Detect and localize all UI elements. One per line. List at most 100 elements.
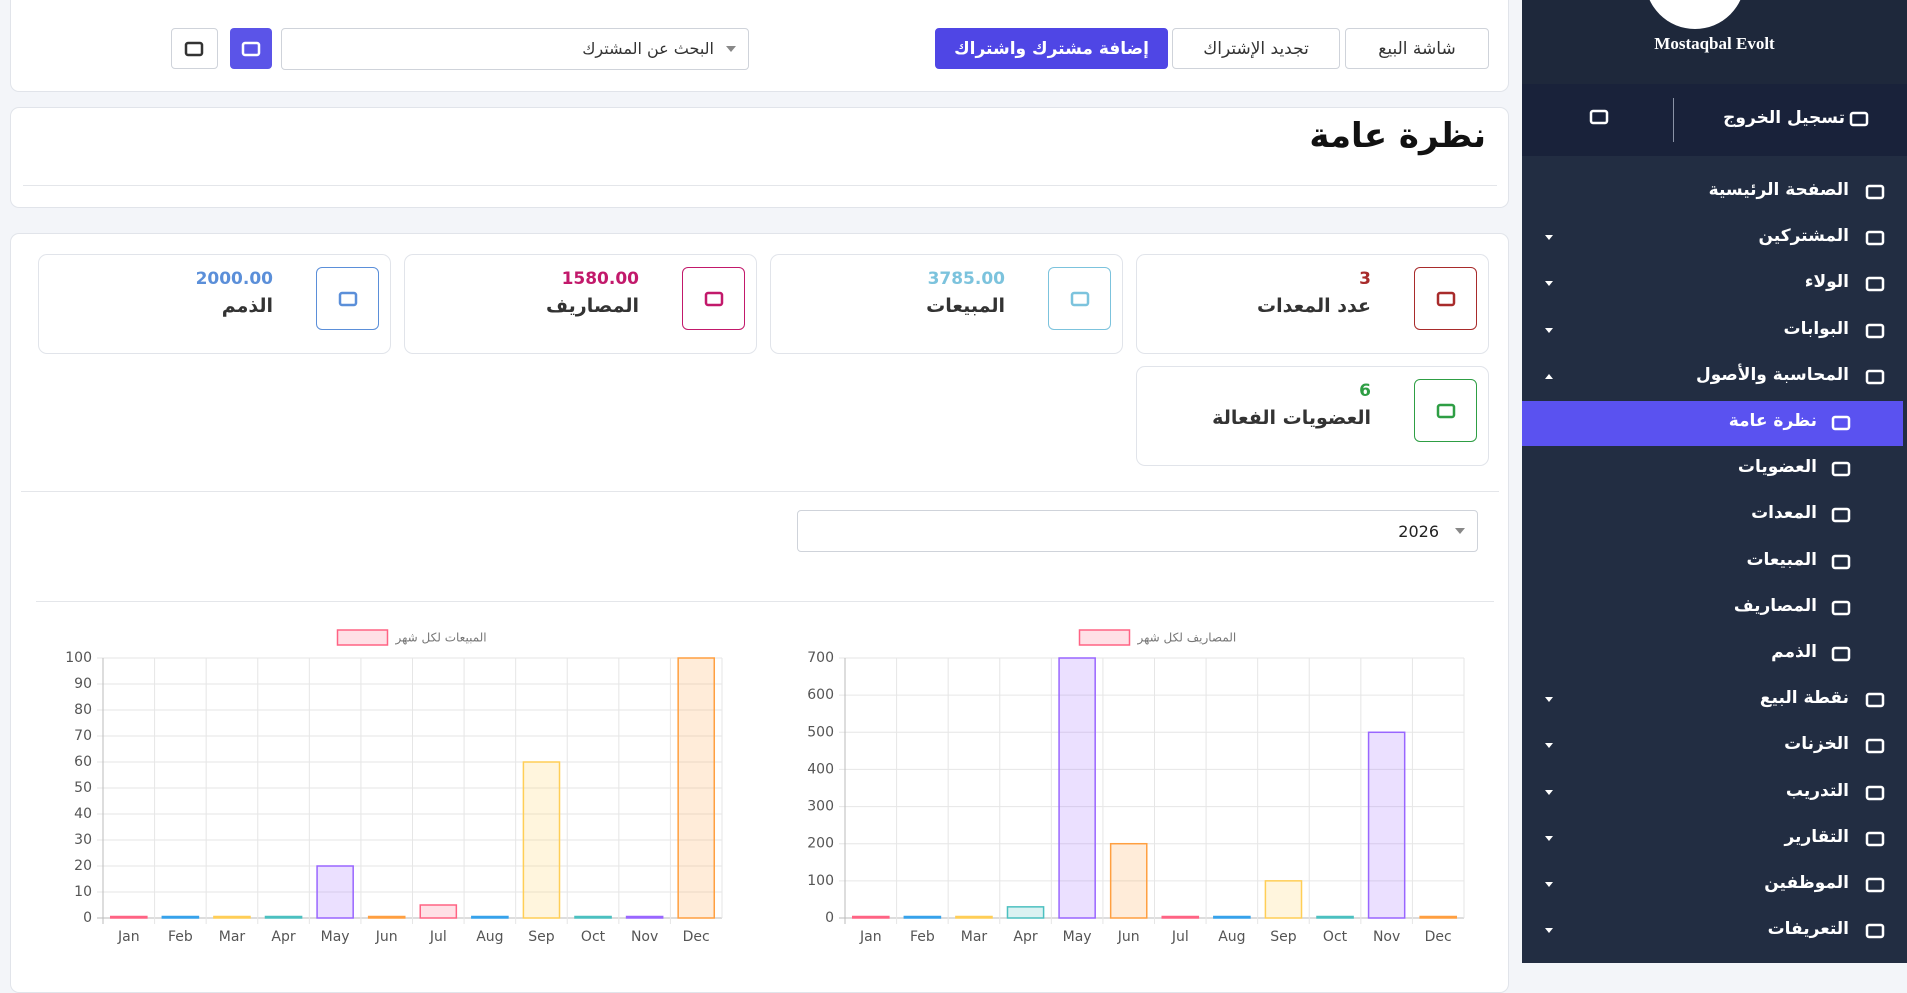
y-tick-label: 100 (65, 650, 92, 666)
menu-caret (1545, 281, 1553, 287)
menu-icon (1865, 323, 1885, 338)
sidebar: Mostaqbal Evolt تسجيل الخروج الصفحة الرئيس… (1522, 0, 1907, 963)
stat-value: 2000.00 (195, 269, 273, 289)
icon-shape (704, 291, 724, 307)
menu-item[interactable]: الصفحة الرئيسية (1708, 180, 1849, 200)
menu-item[interactable]: الذمم (1771, 642, 1817, 662)
bar (574, 915, 612, 919)
menu-icon (1831, 508, 1851, 523)
menu-item[interactable]: التقارير (1784, 826, 1849, 847)
y-tick-label: 10 (74, 884, 92, 900)
menu-item[interactable]: نقطة البيع (1759, 688, 1849, 709)
y-tick-label: 50 (74, 780, 92, 796)
bar (1419, 915, 1458, 919)
menu-item[interactable]: المعدات (1751, 503, 1817, 524)
icon-shape (1831, 600, 1851, 616)
icon-shape (1865, 923, 1885, 939)
stat-label: العضويات الفعالة (1212, 407, 1371, 429)
button-label: تجديد الإشتراك (1203, 38, 1309, 59)
bar (625, 915, 664, 919)
menu-item[interactable]: نظرة عامة (1728, 411, 1817, 431)
menu-item[interactable]: المحاسبة والأصول (1695, 364, 1849, 385)
menu-item[interactable]: التدريب (1785, 780, 1849, 801)
bar (367, 915, 406, 919)
bar (1006, 906, 1045, 919)
header-button[interactable]: شاشة البيع (1345, 28, 1489, 69)
legend-label: المبيعات لكل شهر (395, 631, 487, 646)
x-tick-label: Jun (375, 929, 398, 945)
stat-icon-glyph (1436, 403, 1456, 419)
icon-shape (1865, 877, 1885, 893)
icon-shape (1831, 415, 1851, 431)
logout[interactable]: تسجيل الخروج (1723, 108, 1845, 128)
camera-button[interactable] (171, 28, 218, 69)
header-button[interactable]: إضافة مشترك واشتراك (935, 28, 1168, 69)
y-tick-label: 90 (74, 676, 92, 692)
header-button[interactable]: تجديد الإشتراك (1172, 28, 1340, 69)
bar (264, 915, 303, 919)
y-tick-label: 80 (74, 702, 92, 718)
icon-shape (1849, 111, 1869, 127)
menu-caret (1545, 882, 1553, 887)
menu-icon (1865, 184, 1885, 200)
menu-icon (1865, 739, 1885, 754)
x-tick-label: May (1063, 929, 1092, 945)
bar (1316, 915, 1354, 919)
legend-swatch (1078, 629, 1131, 646)
x-tick-label: Sep (1270, 929, 1297, 945)
menu-icon (1865, 785, 1885, 800)
stat-card: 3 عدد المعدات (1136, 254, 1489, 354)
x-tick-label: Jul (1171, 929, 1189, 945)
stat-label: المصاريف (546, 295, 639, 317)
stat-icon-glyph (704, 291, 724, 307)
menu-item[interactable]: الولاء (1804, 272, 1849, 293)
x-tick-label: May (321, 929, 350, 945)
x-tick-label: Jun (1117, 929, 1140, 945)
menu-item[interactable]: المصاريف (1733, 595, 1817, 616)
menu-item[interactable]: المبيعات (1746, 549, 1817, 570)
stat-icon (682, 267, 745, 330)
menu-icon (1831, 646, 1851, 662)
icon-shape (1831, 554, 1851, 569)
menu-item[interactable]: العضويات (1737, 457, 1817, 478)
menu-item[interactable]: البوابات (1783, 318, 1850, 339)
icon-shape (1865, 230, 1885, 246)
qr-button[interactable] (230, 28, 272, 69)
menu-item[interactable]: الخزنات (1784, 734, 1849, 755)
x-tick-label: Mar (961, 929, 988, 945)
icon-shape (1831, 461, 1851, 477)
stat-icon-glyph (1070, 291, 1090, 307)
icon-shape (1865, 739, 1885, 754)
y-tick-label: 30 (74, 832, 92, 848)
menu-icon (1865, 923, 1885, 939)
x-tick-label: Dec (1425, 929, 1452, 945)
menu-item[interactable]: الموظفين (1764, 873, 1849, 893)
x-tick-label: Mar (219, 929, 246, 945)
x-tick-label: Feb (168, 929, 193, 945)
icon-shape (1865, 692, 1885, 708)
menu-caret (1545, 373, 1553, 379)
search-select[interactable]: البحث عن المشترك (281, 28, 749, 70)
bar (471, 915, 509, 919)
stat-icon-glyph (1436, 291, 1456, 307)
icon-shape (1831, 508, 1851, 523)
stat-card: 3785.00 المبيعات (770, 254, 1123, 354)
x-tick-label: Nov (1373, 929, 1400, 945)
bar (677, 657, 716, 919)
icon-shape (1865, 369, 1885, 385)
button-label: إضافة مشترك واشتراك (954, 38, 1149, 59)
stat-icon (1414, 379, 1477, 442)
icon-shape (1436, 291, 1456, 307)
stat-icon-glyph (338, 291, 358, 307)
translate-icon (1589, 109, 1609, 125)
year-select[interactable]: 2026 (797, 510, 1478, 552)
bar (903, 915, 942, 919)
menu-item[interactable]: التعريفات (1767, 919, 1849, 940)
menu-item[interactable]: المشتركين (1758, 226, 1849, 247)
x-tick-label: Feb (910, 929, 935, 945)
menu-icon (1865, 877, 1885, 893)
menu-icon (1865, 277, 1885, 292)
menu-icon (1831, 600, 1851, 616)
menu-icon (1865, 692, 1885, 708)
menu-caret (1545, 928, 1553, 934)
